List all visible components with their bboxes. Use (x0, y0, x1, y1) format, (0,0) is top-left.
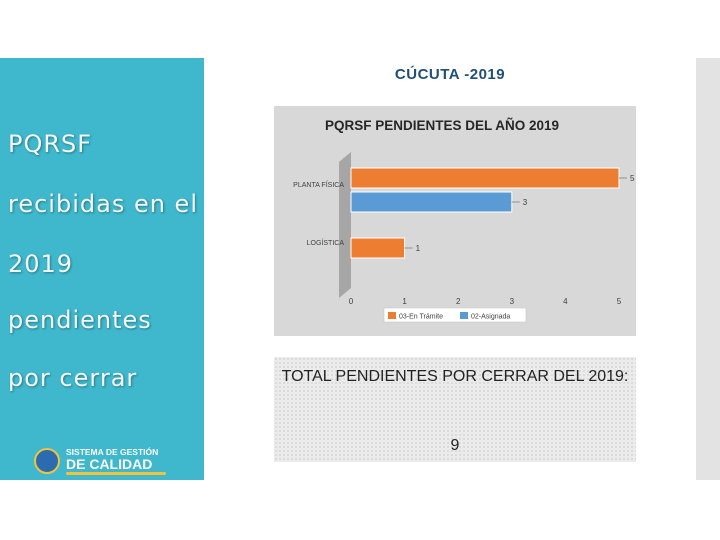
total-label: TOTAL PENDIENTES POR CERRAR DEL 2019: (281, 368, 629, 385)
legend-swatch-1 (460, 312, 468, 319)
total-panel: TOTAL PENDIENTES POR CERRAR DEL 2019: 9 (274, 357, 636, 462)
logo-line-2: DE CALIDAD (66, 456, 153, 472)
sidebar-panel: PQRSF recibidas en el 2019 pendientes po… (0, 58, 204, 480)
sidebar-line-5: por cerrar (8, 364, 138, 392)
data-label-0-1: 3 (523, 198, 528, 207)
x-tick-label-2: 2 (456, 297, 461, 306)
legend-label-0: 03-En Trámite (399, 314, 443, 321)
bar-1-0 (350, 237, 406, 259)
sidebar-line-4: pendientes (8, 306, 152, 334)
sidebar-line-3: 2019 (8, 250, 74, 278)
chart-title: PQRSF PENDIENTES DEL AÑO 2019 (325, 118, 559, 133)
bar-0-0 (350, 167, 620, 189)
sidebar-line-2: recibidas en el (8, 190, 198, 218)
x-tick-label-3: 3 (510, 297, 515, 306)
data-label-0-0: 5 (630, 174, 635, 183)
data-label-1-0: 1 (416, 244, 421, 253)
legend-box (383, 307, 527, 323)
slide-header: CÚCUTA -2019 (394, 66, 506, 83)
x-tick-label-5: 5 (617, 297, 622, 306)
total-value: 9 (450, 437, 460, 454)
x-tick-label-4: 4 (563, 297, 568, 306)
x-tick-label-0: 0 (349, 297, 354, 306)
y-category-label-1: LOGÍSTICA (307, 238, 345, 247)
chart-panel: PQRSF PENDIENTES DEL AÑO 2019 0 1 2 3 4 5 PLAN… (274, 106, 636, 336)
logo-underline (66, 472, 166, 475)
y-category-label-0: PLANTA FÍSICA (293, 180, 344, 189)
chart-back-wall (339, 152, 351, 298)
legend-swatch-0 (388, 312, 396, 319)
logo-badge-icon (34, 448, 60, 474)
x-tick-label-1: 1 (402, 297, 407, 306)
logo-line-1: SISTEMA DE GESTIÓN (66, 447, 159, 457)
bar-0-1 (350, 191, 513, 213)
right-edge-bar (696, 58, 720, 480)
sidebar-line-1: PQRSF (8, 130, 93, 158)
pqrsf-bar-chart: PQRSF PENDIENTES DEL AÑO 2019 0 1 2 3 4 5 PLAN… (293, 118, 635, 323)
legend-label-1: 02-Asignada (471, 314, 510, 321)
quality-system-logo: SISTEMA DE GESTIÓN DE CALIDAD (30, 445, 170, 479)
